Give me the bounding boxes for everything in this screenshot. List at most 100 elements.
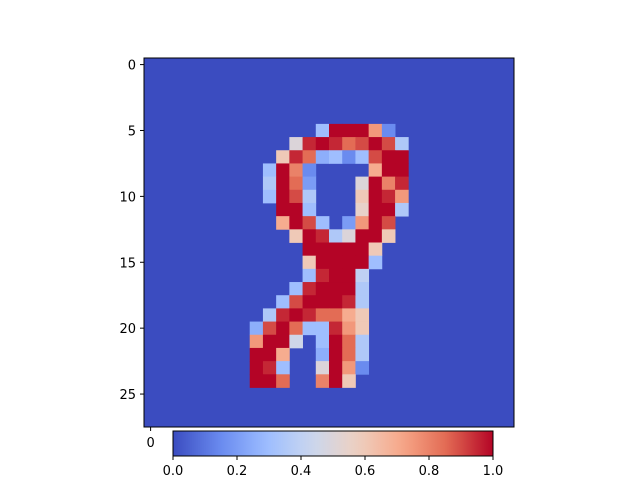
heatmap-cell: [302, 150, 317, 164]
heatmap-cell: [262, 308, 277, 322]
heatmap-cell: [342, 334, 356, 349]
heatmap-cell: [302, 268, 317, 283]
heatmap-cell: [276, 189, 290, 204]
heatmap-cell: [355, 176, 370, 191]
heatmap-cell: [262, 321, 277, 336]
x-tick-label: 0: [146, 436, 154, 451]
heatmap-cell: [276, 321, 290, 336]
colorbar-gradient: [172, 430, 494, 457]
heatmap-cell: [355, 229, 370, 243]
heatmap-cell: [249, 361, 264, 375]
heatmap-cell: [249, 334, 264, 349]
heatmap-cell: [249, 374, 264, 388]
colorbar-tick-label: 1.0: [483, 464, 504, 479]
heatmap-cell: [368, 176, 383, 191]
heatmap-cell: [368, 123, 383, 138]
heatmap-cell: [342, 374, 356, 388]
heatmap-cell: [381, 150, 396, 164]
heatmap-cell: [315, 308, 330, 322]
heatmap-cell: [342, 268, 356, 283]
heatmap-cell: [315, 216, 330, 230]
heatmap-cell: [262, 334, 277, 349]
heatmap-cell: [276, 308, 290, 322]
heatmap-cell: [302, 229, 317, 243]
heatmap-cell: [262, 176, 277, 191]
heatmap-cell: [355, 137, 370, 151]
heatmap-cell: [289, 308, 303, 322]
heatmap-cell: [249, 347, 264, 362]
colorbar-tick-label: 0.8: [419, 464, 440, 479]
heatmap-cell: [289, 163, 303, 178]
heatmap-cell: [342, 137, 356, 151]
heatmap-cell: [355, 361, 370, 375]
heatmap-cell: [289, 137, 303, 151]
heatmap-cell: [276, 334, 290, 349]
y-tick-label: 5: [128, 124, 136, 139]
heatmap-cell: [289, 321, 303, 336]
heatmap-cell: [395, 163, 409, 178]
heatmap-cell: [315, 295, 330, 309]
y-tick-label: 25: [119, 388, 136, 403]
heatmap-cell: [342, 295, 356, 309]
heatmap-cell: [302, 308, 317, 322]
y-tick-label: 10: [119, 190, 136, 205]
heatmap-cell: [262, 347, 277, 362]
heatmap-cell: [262, 374, 277, 388]
heatmap-cell: [289, 282, 303, 296]
colorbar-tick-label: 0.6: [355, 464, 376, 479]
heatmap-cell: [302, 255, 317, 270]
heatmap-cell: [276, 150, 290, 164]
heatmap-cell: [342, 216, 356, 230]
heatmap-cell: [315, 268, 330, 283]
heatmap-cell: [368, 229, 383, 243]
heatmap-cell: [249, 321, 264, 336]
heatmap-cell: [381, 123, 396, 138]
heatmap-cell: [355, 123, 370, 138]
heatmap-cell: [302, 176, 317, 191]
heatmap-cell: [329, 374, 343, 388]
heatmap-cell: [342, 308, 356, 322]
heatmap-cell: [276, 374, 290, 388]
heatmap-cell: [289, 189, 303, 204]
heatmap-cell: [276, 163, 290, 178]
heatmap-cell: [302, 216, 317, 230]
heatmap-cell: [329, 321, 343, 336]
y-tick-label: 0: [128, 59, 136, 74]
heatmap-cell: [302, 189, 317, 204]
heatmap-cell: [368, 242, 383, 257]
y-tick-label: 15: [119, 256, 136, 271]
heatmap-cell: [329, 282, 343, 296]
heatmap: [144, 58, 514, 427]
heatmap-cell: [342, 255, 356, 270]
heatmap-cell: [381, 229, 396, 243]
heatmap-cell: [302, 202, 317, 217]
heatmap-frame: [143, 57, 515, 428]
heatmap-cell: [276, 216, 290, 230]
heatmap-cell: [329, 308, 343, 322]
heatmap-cell: [381, 176, 396, 191]
heatmap-cell: [329, 150, 343, 164]
heatmap-cell: [395, 202, 409, 217]
heatmap-cell: [395, 137, 409, 151]
heatmap-cell: [315, 123, 330, 138]
heatmap-cell: [276, 347, 290, 362]
heatmap-cell: [289, 334, 303, 349]
heatmap-cell: [315, 242, 330, 257]
heatmap-cell: [302, 242, 317, 257]
heatmap-cell: [289, 176, 303, 191]
heatmap-cell: [368, 255, 383, 270]
heatmap-cell: [329, 229, 343, 243]
heatmap-cell: [342, 321, 356, 336]
heatmap-cell: [355, 295, 370, 309]
heatmap-cell: [302, 163, 317, 178]
heatmap-cell: [329, 334, 343, 349]
heatmap-cell: [289, 202, 303, 217]
heatmap-cell: [368, 163, 383, 178]
heatmap-cell: [342, 347, 356, 362]
heatmap-cell: [342, 229, 356, 243]
heatmap-cell: [315, 334, 330, 349]
heatmap-cell: [355, 321, 370, 336]
heatmap-cell: [355, 255, 370, 270]
heatmap-cell: [368, 137, 383, 151]
